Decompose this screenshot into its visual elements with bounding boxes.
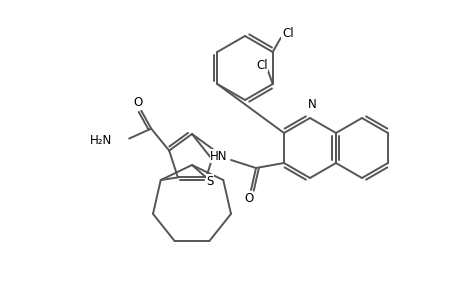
Text: Cl: Cl [281,26,293,40]
Text: O: O [244,193,253,206]
Text: H₂N: H₂N [90,134,112,147]
Text: Cl: Cl [255,58,267,71]
Text: HN: HN [210,149,227,163]
Text: N: N [307,98,316,111]
Text: O: O [133,96,142,109]
Text: S: S [206,175,213,188]
